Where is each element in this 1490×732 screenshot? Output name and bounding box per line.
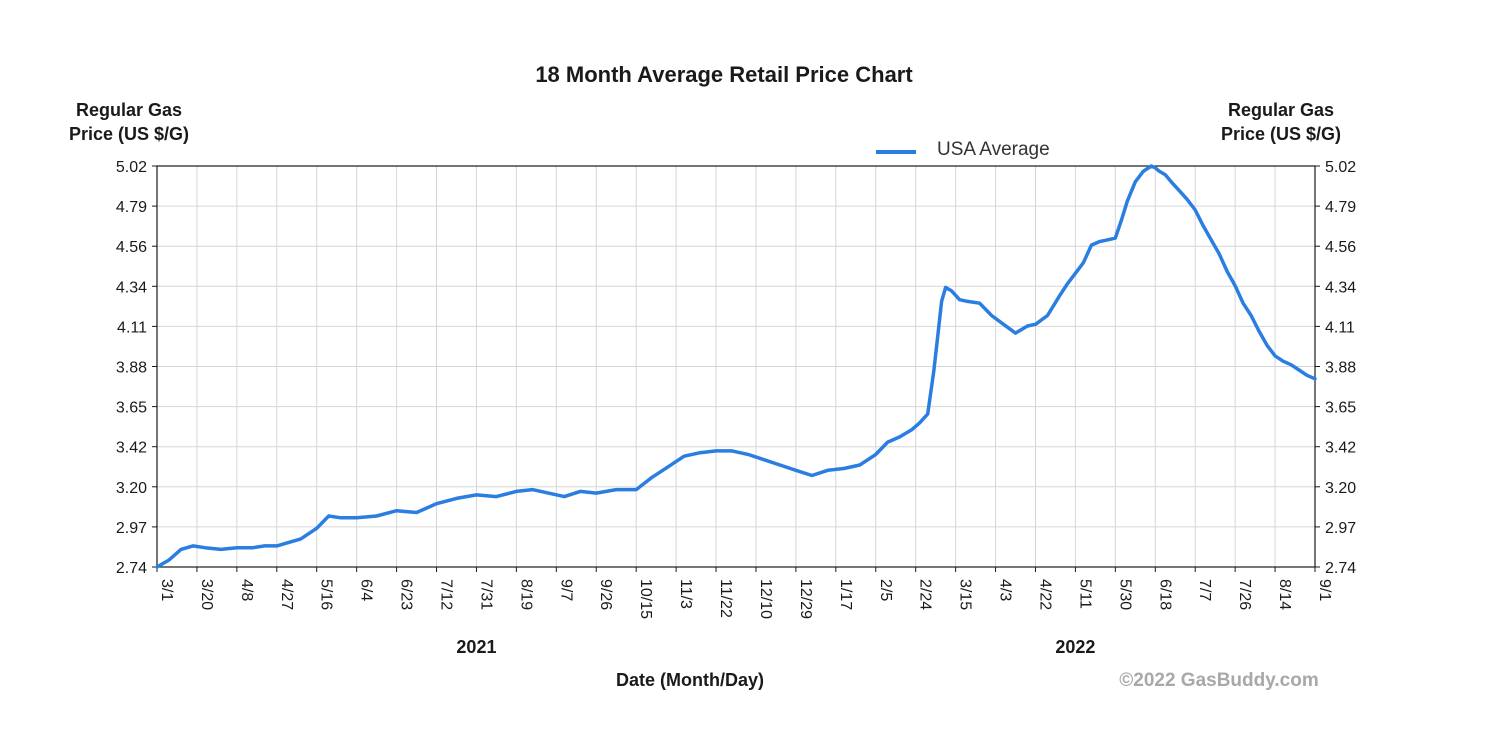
- x-tick-label: 12/29: [797, 579, 814, 619]
- y-tick-label-left: 2.74: [116, 560, 147, 577]
- y-tick-label-right: 4.34: [1325, 279, 1356, 296]
- y-tick-label-left: 4.34: [116, 279, 147, 296]
- series-line-usa-average: [155, 164, 1317, 569]
- y-tick-label-right: 4.11: [1325, 319, 1355, 336]
- x-tick-label: 4/3: [997, 579, 1014, 601]
- x-tick-label: 9/26: [597, 579, 614, 610]
- legend-label-usa-average: USA Average: [937, 139, 1050, 160]
- x-tick-label: 9/1: [1316, 579, 1333, 601]
- plot-frame: [156, 165, 1316, 568]
- y-tick-label-left: 2.97: [116, 520, 147, 537]
- y-tick-label-right: 3.20: [1325, 480, 1356, 497]
- x-tick-label: 7/12: [438, 579, 455, 610]
- y-tick-label-right: 4.79: [1325, 199, 1356, 216]
- x-tick-label: 6/23: [398, 579, 415, 610]
- x-tick-label: 3/15: [957, 579, 974, 610]
- y-tick-label-right: 2.97: [1325, 520, 1356, 537]
- x-tick-label: 6/4: [358, 579, 375, 601]
- y-axis-label-right-line1: Regular Gas: [1228, 100, 1334, 120]
- y-axis-label-left-line2: Price (US $/G): [69, 124, 189, 144]
- x-tick-label: 6/18: [1156, 579, 1173, 610]
- y-tick-label-left: 3.20: [116, 480, 147, 497]
- x-tick-label: 2/24: [917, 579, 934, 610]
- x-tick-label: 2/5: [877, 579, 894, 601]
- x-tick-label: 11/3: [677, 579, 694, 609]
- x-tick-label: 4/8: [238, 579, 255, 601]
- series-group: [155, 164, 1317, 569]
- y-axis-label-right-line2: Price (US $/G): [1221, 124, 1341, 144]
- chart-title: 18 Month Average Retail Price Chart: [535, 62, 913, 87]
- y-tick-label-right: 3.88: [1325, 360, 1356, 377]
- year-labels: 2021 2022: [456, 637, 1095, 657]
- y-tick-label-right: 2.74: [1325, 560, 1356, 577]
- y-tick-label-left: 3.88: [116, 360, 147, 377]
- y-tick-label-left: 4.11: [117, 319, 147, 336]
- y-tick-label-right: 3.42: [1325, 440, 1356, 457]
- x-tick-label: 8/14: [1276, 579, 1293, 610]
- x-tick-label: 7/31: [477, 579, 494, 610]
- x-tick-label: 9/7: [557, 579, 574, 601]
- chart-legend: USA Average: [876, 139, 1050, 160]
- y-tick-label-left: 3.42: [116, 440, 147, 457]
- y-axis-label-left-line1: Regular Gas: [76, 100, 182, 120]
- x-tick-label: 5/16: [318, 579, 335, 610]
- y-axis-left: 5.02 4.79 4.56 4.34 4.11 3.88 3.65 3.42 3.20 2.97…: [116, 159, 157, 577]
- x-tick-label: 4/22: [1036, 579, 1053, 610]
- x-tick-label: 3/20: [198, 579, 215, 610]
- y-tick-label-left: 4.56: [116, 239, 147, 256]
- y-tick-label-right: 5.02: [1325, 159, 1356, 176]
- x-tick-label: 7/7: [1196, 579, 1213, 601]
- y-axis-right: 5.02 4.79 4.56 4.34 4.11 3.88 3.65 3.42 3.20 2.97…: [1315, 159, 1356, 577]
- x-tick-label: 8/19: [517, 579, 534, 610]
- x-tick-label: 4/27: [278, 579, 295, 610]
- x-tick-label: 3/1: [158, 579, 175, 601]
- y-tick-label-right: 4.56: [1325, 239, 1356, 256]
- year-label: 2021: [456, 637, 496, 657]
- x-tick-label: 5/30: [1116, 579, 1133, 610]
- x-tick-label: 11/22: [717, 579, 734, 618]
- year-label: 2022: [1055, 637, 1095, 657]
- x-tick-label: 1/17: [837, 579, 854, 610]
- x-tick-label: 10/15: [637, 579, 654, 619]
- x-tick-label: 7/26: [1236, 579, 1253, 610]
- x-tick-label: 12/10: [757, 579, 774, 619]
- grid: [156, 165, 1316, 568]
- y-tick-label-left: 4.79: [116, 199, 147, 216]
- y-tick-label-left: 5.02: [116, 159, 147, 176]
- copyright-credit: ©2022 GasBuddy.com: [1119, 670, 1319, 691]
- x-tick-label: 5/11: [1076, 579, 1093, 609]
- y-tick-label-left: 3.65: [116, 400, 147, 417]
- x-axis-label: Date (Month/Day): [616, 670, 764, 690]
- x-axis: 3/1 3/20 4/8 4/27 5/16 6/4 6/23 7/12 7/31 8/19 9/7…: [156, 567, 1333, 619]
- y-tick-label-right: 3.65: [1325, 400, 1356, 417]
